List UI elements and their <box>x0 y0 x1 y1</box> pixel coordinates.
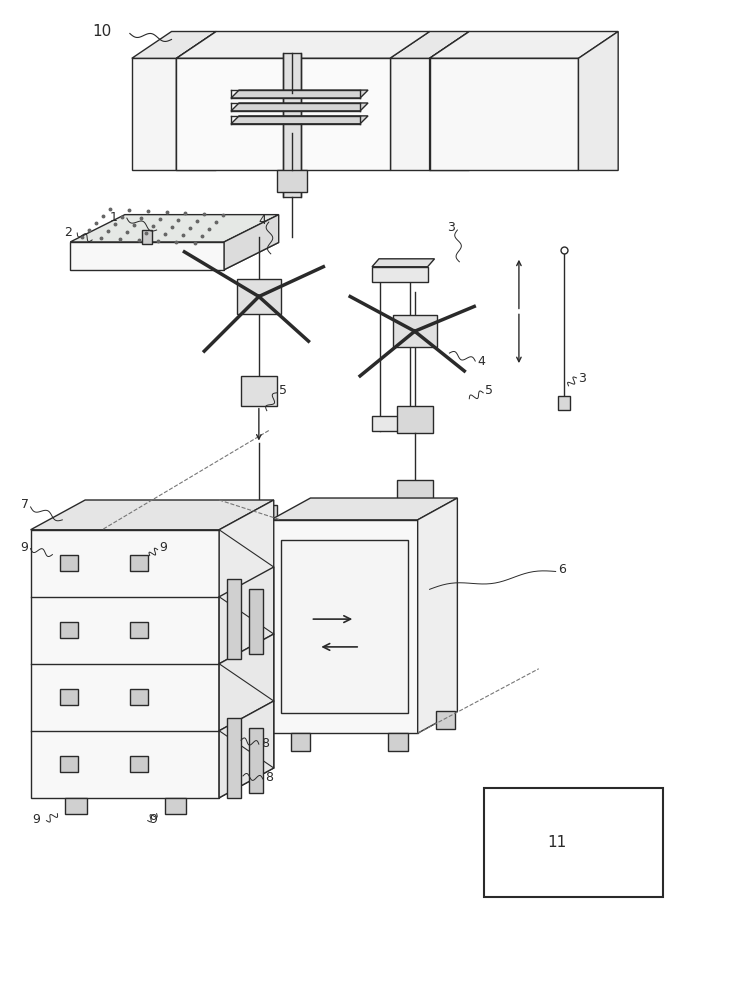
Text: 2: 2 <box>64 226 73 239</box>
Text: 10: 10 <box>92 24 111 39</box>
Bar <box>130 756 147 772</box>
Bar <box>249 728 263 793</box>
Text: 4: 4 <box>259 214 267 227</box>
Text: 8: 8 <box>265 771 273 784</box>
Polygon shape <box>231 90 368 98</box>
Polygon shape <box>429 58 578 170</box>
Polygon shape <box>231 103 368 111</box>
Bar <box>435 711 456 729</box>
Text: 1: 1 <box>110 211 118 224</box>
Polygon shape <box>429 32 618 58</box>
Bar <box>227 718 241 798</box>
Polygon shape <box>390 58 429 170</box>
Bar <box>31 530 219 798</box>
Bar <box>65 798 88 814</box>
Polygon shape <box>231 116 368 124</box>
Polygon shape <box>31 500 274 530</box>
Bar <box>61 622 79 638</box>
Text: 6: 6 <box>559 563 566 576</box>
Text: 5: 5 <box>279 384 286 397</box>
Bar <box>227 579 241 659</box>
Bar <box>397 406 432 433</box>
Bar <box>61 555 79 571</box>
Polygon shape <box>177 32 429 58</box>
Bar <box>241 505 277 533</box>
Polygon shape <box>219 567 274 664</box>
Polygon shape <box>429 32 469 170</box>
Polygon shape <box>219 701 274 798</box>
Text: 3: 3 <box>447 221 456 234</box>
Polygon shape <box>372 259 435 267</box>
Bar <box>241 376 277 406</box>
Bar <box>130 555 147 571</box>
Polygon shape <box>224 215 279 270</box>
Polygon shape <box>70 242 224 270</box>
Polygon shape <box>417 498 457 733</box>
Text: 11: 11 <box>547 835 566 850</box>
Text: 8: 8 <box>261 737 269 750</box>
Text: 7: 7 <box>21 498 28 511</box>
Polygon shape <box>219 500 274 798</box>
Text: 9: 9 <box>150 813 158 826</box>
Text: 3: 3 <box>578 372 586 385</box>
Bar <box>277 170 307 192</box>
Polygon shape <box>132 58 177 170</box>
Bar <box>130 689 147 705</box>
Bar <box>283 53 301 197</box>
Polygon shape <box>177 58 390 170</box>
Bar <box>237 279 280 314</box>
Bar <box>130 622 147 638</box>
Bar <box>372 267 428 282</box>
Bar <box>397 480 432 508</box>
Bar <box>372 416 428 431</box>
Bar <box>393 315 437 347</box>
Text: 4: 4 <box>477 355 485 368</box>
Polygon shape <box>70 215 279 242</box>
Polygon shape <box>578 32 618 170</box>
Polygon shape <box>70 242 279 270</box>
Text: 5: 5 <box>485 384 493 397</box>
Bar <box>557 396 569 410</box>
Bar <box>291 733 310 751</box>
Bar <box>388 733 408 751</box>
Bar <box>61 756 79 772</box>
Bar <box>280 540 408 713</box>
Bar <box>61 689 79 705</box>
Polygon shape <box>132 32 216 58</box>
Text: 9: 9 <box>33 813 40 826</box>
Bar <box>249 589 263 654</box>
Bar <box>165 798 186 814</box>
Polygon shape <box>271 498 457 520</box>
Text: 9: 9 <box>21 541 28 554</box>
Polygon shape <box>219 634 274 731</box>
Polygon shape <box>177 32 216 170</box>
Polygon shape <box>390 32 469 58</box>
Bar <box>141 230 152 244</box>
Bar <box>484 788 663 897</box>
Text: 9: 9 <box>159 541 168 554</box>
Bar <box>271 520 417 733</box>
